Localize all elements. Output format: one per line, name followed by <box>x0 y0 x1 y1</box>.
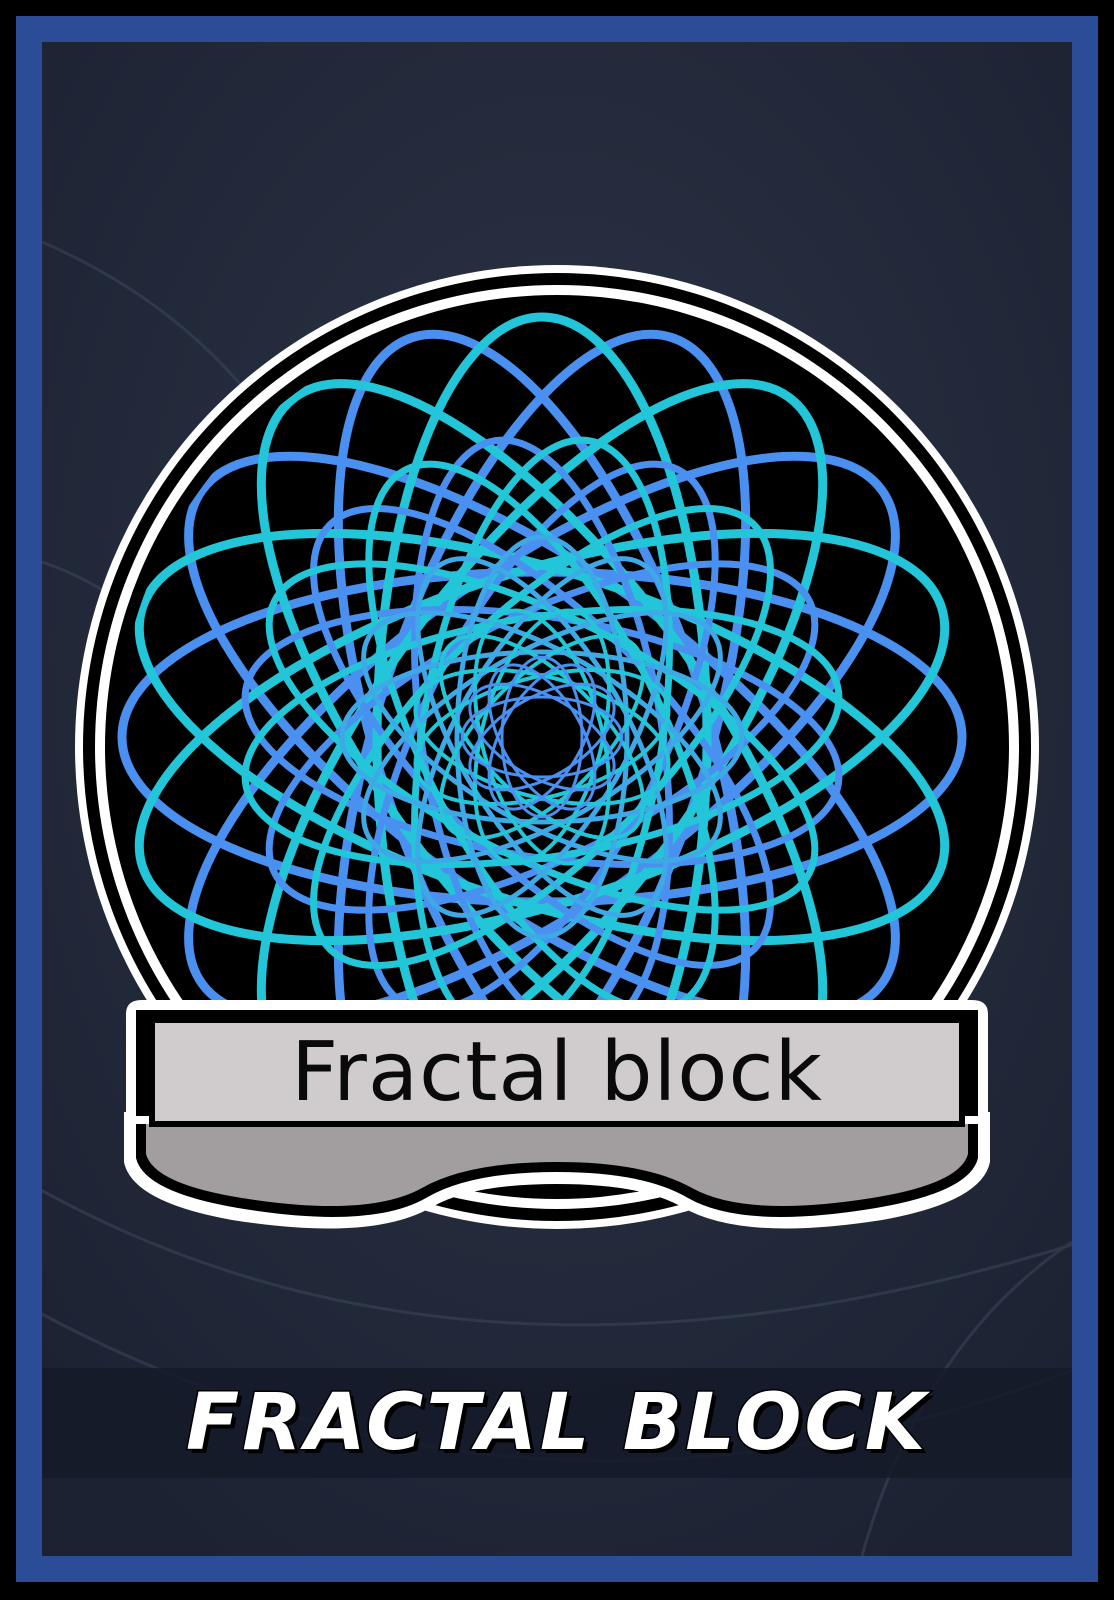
title-band <box>42 1368 1072 1478</box>
spirograph-icon <box>75 265 1039 1229</box>
card-frame: Fractal block FRACTAL BLOCK <box>16 16 1098 1582</box>
emblem-label: Fractal block <box>290 1024 824 1120</box>
card-title: FRACTAL BLOCK <box>184 1377 929 1470</box>
